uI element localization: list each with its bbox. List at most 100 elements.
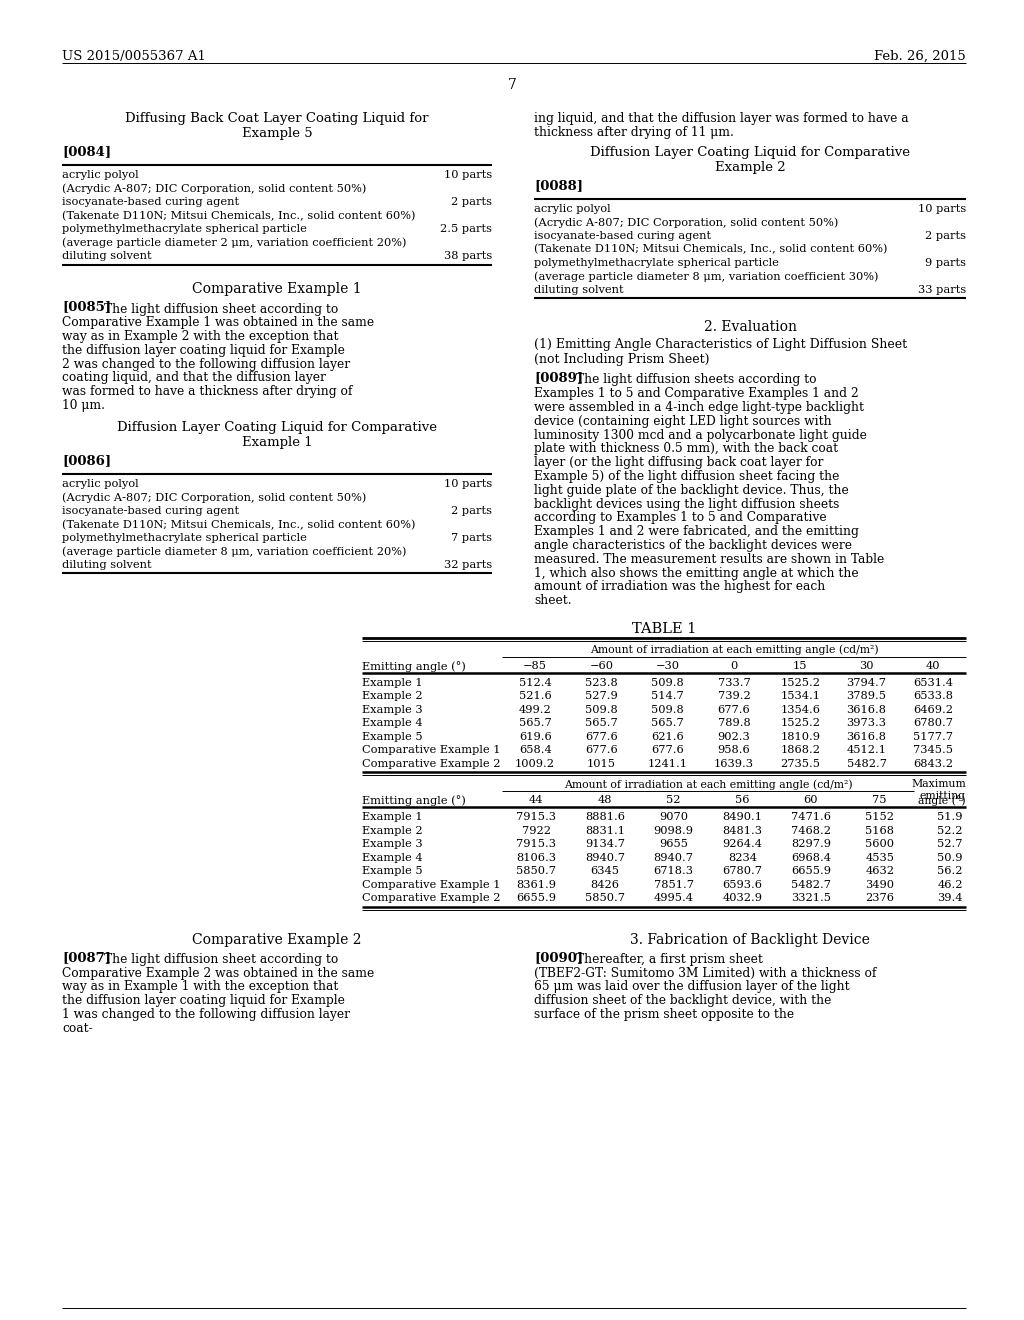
Text: acrylic polyol: acrylic polyol [534, 203, 610, 214]
Text: coat-: coat- [62, 1022, 93, 1035]
Text: 6718.3: 6718.3 [653, 866, 693, 876]
Text: 8940.7: 8940.7 [585, 853, 625, 863]
Text: 50.9: 50.9 [938, 853, 963, 863]
Text: 3973.3: 3973.3 [847, 718, 887, 729]
Text: 509.8: 509.8 [651, 678, 684, 688]
Text: 2. Evaluation: 2. Evaluation [703, 321, 797, 334]
Text: 514.7: 514.7 [651, 692, 684, 701]
Text: (Takenate D110N; Mitsui Chemicals, Inc., solid content 60%): (Takenate D110N; Mitsui Chemicals, Inc.,… [62, 519, 416, 529]
Text: [0085]: [0085] [62, 301, 112, 314]
Text: (not Including Prism Sheet): (not Including Prism Sheet) [534, 354, 710, 366]
Text: emitting: emitting [920, 792, 966, 801]
Text: 6593.6: 6593.6 [722, 880, 762, 890]
Text: diluting solvent: diluting solvent [62, 560, 152, 570]
Text: 8881.6: 8881.6 [585, 812, 625, 822]
Text: diffusion sheet of the backlight device, with the: diffusion sheet of the backlight device,… [534, 994, 831, 1007]
Text: 1241.1: 1241.1 [648, 759, 688, 768]
Text: 51.9: 51.9 [938, 812, 963, 822]
Text: 4632: 4632 [865, 866, 894, 876]
Text: diluting solvent: diluting solvent [62, 251, 152, 261]
Text: 1639.3: 1639.3 [714, 759, 754, 768]
Text: 9098.9: 9098.9 [653, 826, 693, 836]
Text: 8481.3: 8481.3 [722, 826, 762, 836]
Text: isocyanate-based curing agent: isocyanate-based curing agent [534, 231, 711, 240]
Text: Example 5: Example 5 [362, 866, 423, 876]
Text: Comparative Example 1: Comparative Example 1 [362, 746, 501, 755]
Text: 3321.5: 3321.5 [791, 894, 831, 903]
Text: 527.9: 527.9 [585, 692, 617, 701]
Text: 958.6: 958.6 [718, 746, 751, 755]
Text: 3789.5: 3789.5 [847, 692, 887, 701]
Text: Diffusion Layer Coating Liquid for Comparative: Diffusion Layer Coating Liquid for Compa… [117, 421, 437, 434]
Text: 46.2: 46.2 [938, 880, 963, 890]
Text: was formed to have a thickness after drying of: was formed to have a thickness after dry… [62, 385, 352, 399]
Text: 6531.4: 6531.4 [912, 678, 953, 688]
Text: Example 2: Example 2 [362, 826, 423, 836]
Text: 1534.1: 1534.1 [780, 692, 820, 701]
Text: diluting solvent: diluting solvent [534, 285, 624, 294]
Text: 5152: 5152 [865, 812, 894, 822]
Text: The light diffusion sheet according to: The light diffusion sheet according to [104, 302, 338, 315]
Text: 38 parts: 38 parts [443, 251, 492, 261]
Text: 739.2: 739.2 [718, 692, 751, 701]
Text: 52.7: 52.7 [938, 840, 963, 849]
Text: 6655.9: 6655.9 [791, 866, 831, 876]
Text: 8490.1: 8490.1 [722, 812, 762, 822]
Text: 9134.7: 9134.7 [585, 840, 625, 849]
Text: (Takenate D110N; Mitsui Chemicals, Inc., solid content 60%): (Takenate D110N; Mitsui Chemicals, Inc.,… [62, 210, 416, 220]
Text: Example 2: Example 2 [362, 692, 423, 701]
Text: Example 1: Example 1 [362, 812, 423, 822]
Text: −60: −60 [590, 661, 613, 671]
Text: 7915.3: 7915.3 [516, 840, 556, 849]
Text: 3490: 3490 [865, 880, 894, 890]
Text: (Acrydic A-807; DIC Corporation, solid content 50%): (Acrydic A-807; DIC Corporation, solid c… [62, 492, 367, 503]
Text: −85: −85 [523, 661, 547, 671]
Text: The light diffusion sheets according to: The light diffusion sheets according to [575, 374, 816, 387]
Text: 56: 56 [735, 796, 750, 805]
Text: 658.4: 658.4 [519, 746, 552, 755]
Text: 8234: 8234 [728, 853, 757, 863]
Text: angle (°): angle (°) [919, 796, 966, 807]
Text: Diffusion Layer Coating Liquid for Comparative: Diffusion Layer Coating Liquid for Compa… [590, 145, 910, 158]
Text: Examples 1 to 5 and Comparative Examples 1 and 2: Examples 1 to 5 and Comparative Examples… [534, 387, 859, 400]
Text: Example 3: Example 3 [362, 705, 423, 715]
Text: US 2015/0055367 A1: US 2015/0055367 A1 [62, 50, 206, 63]
Text: Feb. 26, 2015: Feb. 26, 2015 [874, 50, 966, 63]
Text: sheet.: sheet. [534, 594, 571, 607]
Text: plate with thickness 0.5 mm), with the back coat: plate with thickness 0.5 mm), with the b… [534, 442, 838, 455]
Text: amount of irradiation was the highest for each: amount of irradiation was the highest fo… [534, 581, 825, 593]
Text: 5482.7: 5482.7 [847, 759, 887, 768]
Text: 10 parts: 10 parts [443, 479, 492, 488]
Text: 523.8: 523.8 [585, 678, 617, 688]
Text: Example 1: Example 1 [362, 678, 423, 688]
Text: 8940.7: 8940.7 [653, 853, 693, 863]
Text: isocyanate-based curing agent: isocyanate-based curing agent [62, 506, 240, 516]
Text: 1015: 1015 [587, 759, 615, 768]
Text: 7471.6: 7471.6 [791, 812, 831, 822]
Text: 5850.7: 5850.7 [516, 866, 556, 876]
Text: 3794.7: 3794.7 [847, 678, 887, 688]
Text: way as in Example 2 with the exception that: way as in Example 2 with the exception t… [62, 330, 339, 343]
Text: 1868.2: 1868.2 [780, 746, 820, 755]
Text: 5482.7: 5482.7 [791, 880, 831, 890]
Text: 789.8: 789.8 [718, 718, 751, 729]
Text: Emitting angle (°): Emitting angle (°) [362, 661, 466, 672]
Text: 2376: 2376 [865, 894, 894, 903]
Text: 52: 52 [667, 796, 681, 805]
Text: 6655.9: 6655.9 [516, 894, 556, 903]
Text: (TBEF2-GT: Sumitomo 3M Limited) with a thickness of: (TBEF2-GT: Sumitomo 3M Limited) with a t… [534, 966, 877, 979]
Text: 2 was changed to the following diffusion layer: 2 was changed to the following diffusion… [62, 358, 350, 371]
Text: the diffusion layer coating liquid for Example: the diffusion layer coating liquid for E… [62, 345, 345, 356]
Text: Example 4: Example 4 [362, 718, 423, 729]
Text: measured. The measurement results are shown in Table: measured. The measurement results are sh… [534, 553, 885, 566]
Text: Comparative Example 1 was obtained in the same: Comparative Example 1 was obtained in th… [62, 317, 374, 329]
Text: (average particle diameter 2 μm, variation coefficient 20%): (average particle diameter 2 μm, variati… [62, 238, 407, 248]
Text: The light diffusion sheet according to: The light diffusion sheet according to [104, 953, 338, 966]
Text: [0089]: [0089] [534, 371, 583, 384]
Text: Comparative Example 2: Comparative Example 2 [362, 759, 501, 768]
Text: 10 parts: 10 parts [918, 203, 966, 214]
Text: 677.6: 677.6 [718, 705, 751, 715]
Text: 3. Fabrication of Backlight Device: 3. Fabrication of Backlight Device [630, 933, 870, 946]
Text: TABLE 1: TABLE 1 [632, 622, 696, 636]
Text: 0: 0 [730, 661, 737, 671]
